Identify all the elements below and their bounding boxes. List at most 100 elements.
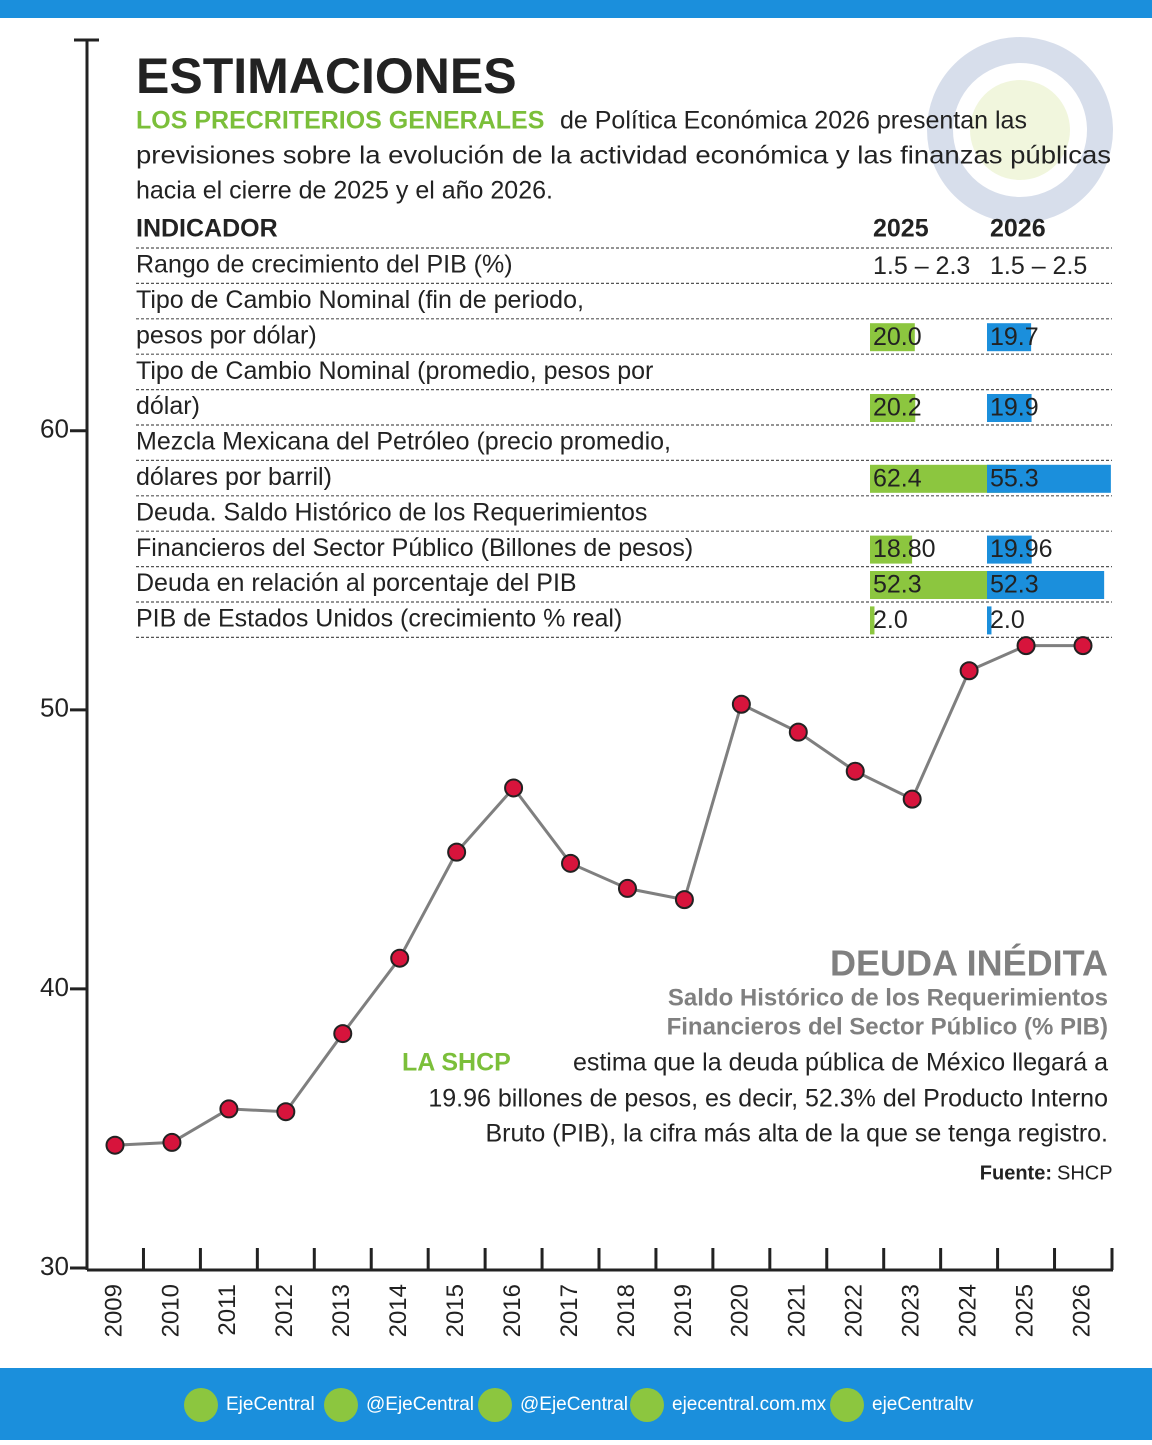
data-point xyxy=(617,878,637,898)
intro-line: de Política Económica 2026 presentan las xyxy=(560,107,1027,135)
cell-value: 52.3 xyxy=(990,571,1039,599)
x-tick-label: 2015 xyxy=(442,1284,469,1337)
intro-highlight: LOS PRECRITERIOS GENERALES xyxy=(136,107,544,135)
x-tick-label: 2010 xyxy=(157,1284,184,1337)
annotation-subtitle: Financieros del Sector Público (% PIB) xyxy=(667,1013,1108,1040)
annotation-lead: LA SHCP xyxy=(402,1049,511,1077)
data-point xyxy=(333,1024,353,1044)
social-link[interactable]: @EjeCentral xyxy=(520,1394,628,1415)
y-tick-label: 50 xyxy=(40,693,69,723)
annotation-body: Bruto (PIB), la cifra más alta de la que… xyxy=(485,1120,1108,1148)
data-line xyxy=(114,644,1083,1147)
footer: EjeCentral @EjeCentral @EjeCentral ejecentr… xyxy=(184,1388,974,1422)
social-icon xyxy=(830,1388,864,1422)
x-tick-label: 2012 xyxy=(271,1284,298,1337)
data-point xyxy=(162,1132,182,1152)
value-bar xyxy=(870,464,1010,493)
value-bar xyxy=(870,394,916,422)
row-label: pesos por dólar) xyxy=(136,321,317,349)
cell-value: 20.0 xyxy=(873,323,922,351)
social-icon xyxy=(478,1388,512,1422)
data-point xyxy=(276,1102,296,1122)
annotation-body: 19.96 billones de pesos, es decir, 52.3%… xyxy=(428,1085,1108,1113)
data-point xyxy=(959,661,979,681)
x-tick-label: 2016 xyxy=(499,1284,526,1337)
value-bar xyxy=(987,464,1111,493)
logo xyxy=(927,37,1113,223)
cell-value: 19.7 xyxy=(990,323,1039,351)
row-label: PIB de Estados Unidos (crecimiento % rea… xyxy=(136,605,622,633)
table-header: INDICADOR xyxy=(136,215,278,243)
data-point xyxy=(1073,636,1093,656)
row-label: dólares por barril) xyxy=(136,463,332,491)
cell-value: 2.0 xyxy=(873,606,908,634)
value-bar xyxy=(987,535,1032,564)
x-tick-label: 2024 xyxy=(954,1284,981,1337)
x-tick-label: 2019 xyxy=(670,1284,697,1337)
social-icon xyxy=(630,1388,664,1422)
social-link[interactable]: @EjeCentral xyxy=(366,1394,474,1415)
social-icon xyxy=(184,1388,218,1422)
value-bar xyxy=(987,323,1032,352)
data-point xyxy=(788,722,808,742)
x-tick-label: 2009 xyxy=(100,1284,127,1337)
y-tick-label: 40 xyxy=(40,972,69,1002)
social-link[interactable]: ejecentral.com.mx xyxy=(672,1394,827,1415)
cell-value: 1.5 – 2.3 xyxy=(873,252,970,280)
cell-value: 19.9 xyxy=(990,394,1039,422)
source-label: Fuente: xyxy=(980,1162,1052,1184)
row-label: Tipo de Cambio Nominal (fin de periodo, xyxy=(136,286,584,314)
top-bar xyxy=(0,0,1152,18)
value-bar xyxy=(987,606,992,635)
row-label: Tipo de Cambio Nominal (promedio, pesos … xyxy=(136,357,653,385)
social-link[interactable]: EjeCentral xyxy=(226,1394,315,1415)
social-icon xyxy=(324,1388,358,1422)
value-bar xyxy=(987,394,1032,422)
data-point xyxy=(731,694,751,714)
x-tick-label: 2013 xyxy=(328,1284,355,1337)
cell-value: 19.96 xyxy=(990,535,1053,563)
row-label: Mezcla Mexicana del Petróleo (precio pro… xyxy=(136,428,671,456)
x-tick-label: 2026 xyxy=(1068,1284,1095,1337)
data-point xyxy=(902,789,922,809)
data-point xyxy=(561,853,581,873)
row-label: Financieros del Sector Público (Billones… xyxy=(136,534,693,562)
value-bar xyxy=(870,606,875,635)
annotation-subtitle: Saldo Histórico de los Requerimientos xyxy=(668,984,1108,1011)
intro-line: hacia el cierre de 2025 y el año 2026. xyxy=(136,177,553,205)
title: ESTIMACIONES xyxy=(136,48,517,104)
y-tick-label: 30 xyxy=(40,1251,69,1281)
x-tick-label: 2020 xyxy=(727,1284,754,1337)
table-header: 2026 xyxy=(990,215,1046,243)
social-link[interactable]: ejeCentraltv xyxy=(872,1394,974,1415)
value-bar xyxy=(870,535,913,564)
cell-value: 20.2 xyxy=(873,394,922,422)
data-point xyxy=(674,890,694,910)
cell-value: 18.80 xyxy=(873,535,936,563)
cell-value: 1.5 – 2.5 xyxy=(990,252,1087,280)
y-tick-label: 60 xyxy=(40,414,69,444)
data-point xyxy=(390,948,410,968)
x-tick-label: 2025 xyxy=(1011,1284,1038,1337)
x-tick-label: 2014 xyxy=(385,1284,412,1337)
x-tick-label: 2018 xyxy=(613,1284,640,1337)
row-label: Deuda. Saldo Histórico de los Requerimie… xyxy=(136,498,647,526)
row-label: Rango de crecimiento del PIB (%) xyxy=(136,251,513,279)
x-tick-label: 2011 xyxy=(214,1284,241,1336)
x-tick-label: 2021 xyxy=(784,1284,811,1337)
cell-value: 52.3 xyxy=(873,571,922,599)
cell-value: 62.4 xyxy=(873,464,922,492)
cell-value: 2.0 xyxy=(990,606,1025,634)
x-tick-label: 2023 xyxy=(898,1284,925,1337)
data-point xyxy=(219,1099,239,1119)
source: SHCP xyxy=(1057,1162,1113,1184)
intro-line: previsiones sobre la evolución de la act… xyxy=(136,142,1111,170)
value-bar xyxy=(870,323,915,352)
row-label: Deuda en relación al porcentaje del PIB xyxy=(136,569,577,597)
data-point xyxy=(105,1135,125,1155)
value-bar xyxy=(987,571,1105,599)
annotation-title: DEUDA INÉDITA xyxy=(830,943,1108,984)
annotation-body: estima que la deuda pública de México ll… xyxy=(573,1049,1108,1077)
